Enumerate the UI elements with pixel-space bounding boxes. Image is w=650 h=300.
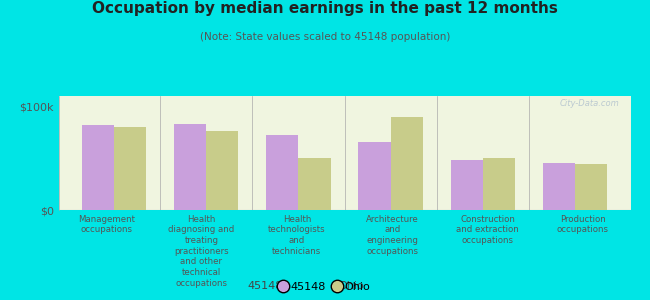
Bar (114, 127, 146, 210)
Bar (483, 158, 515, 210)
Bar (450, 160, 483, 210)
Text: City-Data.com: City-Data.com (559, 99, 619, 108)
Text: Architecture
and
engineering
occupations: Architecture and engineering occupations (366, 214, 419, 256)
Text: Health
technologists
and
technicians: Health technologists and technicians (268, 214, 326, 256)
Bar (391, 117, 423, 210)
Text: (Note: State values scaled to 45148 population): (Note: State values scaled to 45148 popu… (200, 32, 450, 41)
Bar (266, 135, 298, 210)
Text: Health
diagnosing and
treating
practitioners
and other
technical
occupations: Health diagnosing and treating practitio… (168, 214, 235, 288)
Bar (575, 164, 608, 210)
Bar (206, 131, 239, 210)
Bar (81, 125, 114, 210)
Bar (543, 164, 575, 210)
Text: Construction
and extraction
occupations: Construction and extraction occupations (456, 214, 519, 245)
Bar (174, 124, 206, 210)
Text: Occupation by median earnings in the past 12 months: Occupation by median earnings in the pas… (92, 2, 558, 16)
Bar (298, 158, 331, 210)
Text: Production
occupations: Production occupations (557, 214, 609, 234)
Text: 45148: 45148 (247, 281, 282, 291)
Text: Management
occupations: Management occupations (77, 214, 135, 234)
Text: Ohio: Ohio (338, 281, 364, 291)
Legend: 45148, Ohio: 45148, Ohio (278, 279, 372, 294)
Bar (358, 142, 391, 210)
